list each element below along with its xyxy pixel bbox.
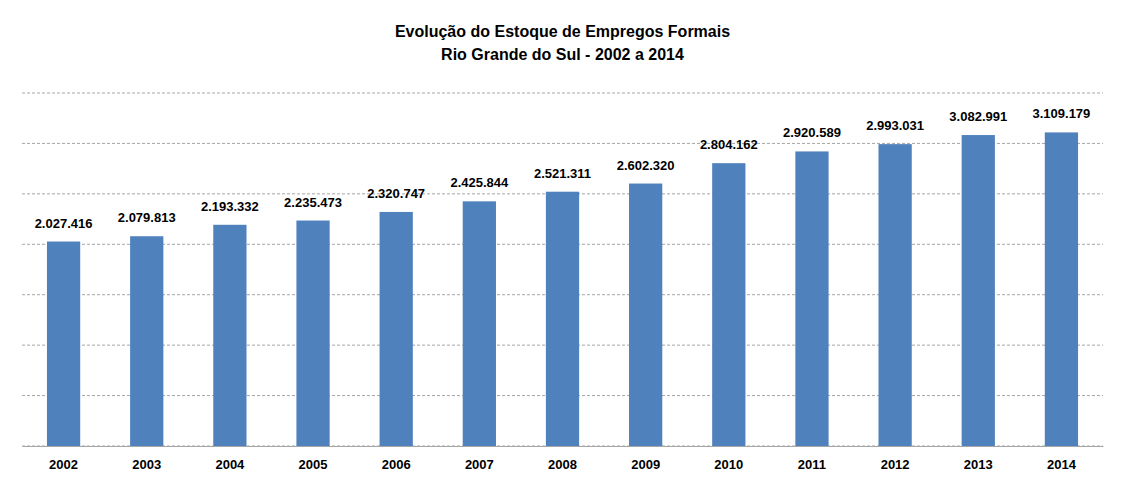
x-tick: 2004 [215, 446, 245, 472]
x-tick: 2007 [465, 446, 494, 472]
x-tick: 2011 [798, 446, 826, 472]
x-tick: 2009 [631, 446, 660, 472]
bars [47, 132, 1078, 446]
data-label: 2.602.320 [617, 158, 675, 173]
x-tick-label: 2007 [465, 457, 494, 472]
bar [296, 221, 329, 446]
bar [380, 212, 413, 446]
subtitle: Rio Grande do Sul - 2002 a 2014 [441, 46, 684, 63]
grid-line [22, 93, 1103, 94]
x-tick: 2005 [299, 446, 328, 472]
grid [22, 93, 1103, 446]
bar [795, 151, 828, 446]
data-label: 2.193.332 [201, 199, 259, 214]
plot: 2002 2003 2004 2005 2006 2007 2008 2009 2010 2011… [22, 93, 1104, 472]
bar [962, 135, 995, 446]
x-axis: 2002 2003 2004 2005 2006 2007 2008 2009 2010 2011… [23, 446, 1104, 472]
data-label: 2.425.844 [450, 175, 509, 190]
bar [463, 201, 496, 446]
bar [130, 236, 163, 446]
x-tick-label: 2004 [215, 457, 245, 472]
data-label: 3.082.991 [949, 109, 1007, 124]
x-tick-label: 2014 [1047, 457, 1077, 472]
x-tick: 2006 [382, 446, 411, 472]
title: Evolução do Estoque de Empregos Formais [395, 23, 730, 40]
bar [213, 225, 246, 446]
data-label: 2.993.031 [866, 118, 924, 133]
data-label: 2.920.589 [783, 125, 841, 140]
x-tick: 2008 [548, 446, 577, 472]
bar [712, 163, 745, 446]
x-tick-label: 2003 [132, 457, 161, 472]
bar [1045, 132, 1078, 446]
bar [878, 144, 911, 446]
chart: Evolução do Estoque de Empregos Formais R… [0, 0, 1125, 492]
data-label: 2.521.311 [534, 166, 591, 181]
x-tick: 2012 [881, 446, 910, 472]
x-tick-label: 2012 [881, 457, 910, 472]
x-tick-label: 2009 [631, 457, 660, 472]
x-tick: 2013 [964, 446, 993, 472]
bar [546, 192, 579, 446]
data-label: 3.109.179 [1033, 106, 1091, 121]
data-label: 2.235.473 [284, 195, 342, 210]
grid-line [22, 143, 1103, 144]
x-tick-label: 2011 [798, 457, 826, 472]
data-labels: 2.027.416 2.079.813 2.193.332 2.235.473 2.32… [35, 106, 1091, 230]
bar [47, 242, 80, 446]
x-tick-label: 2006 [382, 457, 411, 472]
bar [629, 184, 662, 446]
data-label: 2.804.162 [700, 137, 758, 152]
x-tick-label: 2002 [49, 457, 78, 472]
x-tick: 2002 [49, 446, 78, 472]
data-label: 2.320.747 [367, 186, 425, 201]
x-tick-label: 2008 [548, 457, 577, 472]
data-label: 2.027.416 [35, 216, 93, 231]
x-tick: 2014 [1047, 446, 1077, 472]
x-tick-label: 2013 [964, 457, 993, 472]
x-tick-label: 2010 [714, 457, 743, 472]
data-label: 2.079.813 [118, 210, 176, 225]
x-tick: 2010 [714, 446, 743, 472]
x-axis-line [23, 446, 1104, 447]
x-tick-label: 2005 [299, 457, 328, 472]
x-tick: 2003 [132, 446, 161, 472]
